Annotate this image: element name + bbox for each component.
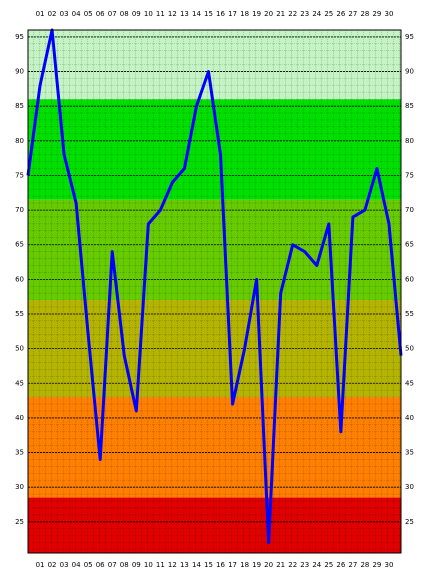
x-tick-label: 02 (48, 10, 57, 18)
x-tick-label: 27 (348, 561, 357, 569)
y-tick-label: 30 (405, 483, 414, 491)
y-tick-label: 55 (405, 310, 414, 318)
y-tick-label: 25 (405, 518, 414, 526)
y-tick-label: 45 (405, 379, 414, 387)
x-tick-label: 04 (72, 561, 81, 569)
x-tick-label: 30 (385, 561, 394, 569)
x-tick-label: 26 (336, 561, 345, 569)
x-tick-label: 13 (180, 561, 189, 569)
data-line (26, 28, 403, 545)
y-tick-label: 35 (405, 449, 414, 457)
y-tick-label: 35 (15, 449, 24, 457)
x-tick-label: 18 (240, 10, 249, 18)
x-tick-label: 23 (300, 561, 309, 569)
x-tick-label: 05 (84, 10, 93, 18)
x-tick-label: 15 (204, 561, 213, 569)
x-tick-label: 11 (156, 10, 165, 18)
x-tick-label: 22 (288, 561, 297, 569)
x-tick-label: 23 (300, 10, 309, 18)
x-tick-label: 24 (312, 10, 321, 18)
x-tick-label: 06 (96, 10, 105, 18)
x-tick-label: 20 (264, 561, 273, 569)
y-tick-label: 45 (15, 379, 24, 387)
y-tick-label: 65 (15, 241, 24, 249)
x-tick-label: 13 (180, 10, 189, 18)
y-tick-label: 75 (15, 171, 24, 179)
x-tick-label: 10 (144, 10, 153, 18)
y-tick-label: 85 (15, 102, 24, 110)
x-tick-label: 21 (276, 561, 285, 569)
x-tick-label: 02 (48, 561, 57, 569)
y-tick-label: 50 (405, 345, 414, 353)
x-tick-label: 20 (264, 10, 273, 18)
x-tick-label: 15 (204, 10, 213, 18)
x-tick-label: 26 (336, 10, 345, 18)
y-tick-label: 85 (405, 102, 414, 110)
x-tick-label: 09 (132, 561, 141, 569)
x-tick-label: 03 (60, 561, 69, 569)
y-tick-label: 80 (15, 137, 24, 145)
y-tick-label: 55 (15, 310, 24, 318)
y-tick-label: 80 (405, 137, 414, 145)
x-tick-label: 09 (132, 10, 141, 18)
x-tick-label: 12 (168, 10, 177, 18)
x-tick-label: 18 (240, 561, 249, 569)
x-tick-label: 30 (385, 10, 394, 18)
y-tick-label: 60 (15, 275, 24, 283)
x-tick-label: 01 (36, 10, 45, 18)
x-tick-label: 19 (252, 561, 261, 569)
x-tick-label: 11 (156, 561, 165, 569)
y-tick-label: 70 (15, 206, 24, 214)
x-tick-label: 29 (372, 561, 381, 569)
y-tick-label: 40 (405, 414, 414, 422)
y-tick-label: 65 (405, 241, 414, 249)
x-tick-label: 05 (84, 561, 93, 569)
y-tick-label: 25 (15, 518, 24, 526)
x-tick-label: 07 (108, 561, 117, 569)
y-tick-label: 90 (405, 68, 414, 76)
x-tick-label: 17 (228, 10, 237, 18)
x-tick-label: 19 (252, 10, 261, 18)
plot-frame (27, 29, 402, 554)
x-tick-label: 03 (60, 10, 69, 18)
y-tick-label: 70 (405, 206, 414, 214)
y-tick-label: 40 (15, 414, 24, 422)
y-tick-label: 50 (15, 345, 24, 353)
x-tick-label: 24 (312, 561, 321, 569)
x-tick-label: 16 (216, 10, 225, 18)
y-tick-label: 75 (405, 171, 414, 179)
x-tick-label: 17 (228, 561, 237, 569)
x-tick-label: 08 (120, 10, 129, 18)
x-tick-label: 28 (360, 561, 369, 569)
x-tick-label: 25 (324, 561, 333, 569)
x-tick-label: 14 (192, 561, 201, 569)
x-tick-label: 14 (192, 10, 201, 18)
x-tick-label: 06 (96, 561, 105, 569)
x-tick-label: 25 (324, 10, 333, 18)
x-tick-label: 10 (144, 561, 153, 569)
y-tick-label: 90 (15, 68, 24, 76)
x-tick-label: 12 (168, 561, 177, 569)
x-tick-label: 04 (72, 10, 81, 18)
y-tick-label: 95 (405, 33, 414, 41)
y-tick-label: 95 (15, 33, 24, 41)
x-tick-label: 29 (372, 10, 381, 18)
y-tick-label: 60 (405, 275, 414, 283)
x-tick-label: 01 (36, 561, 45, 569)
x-tick-label: 16 (216, 561, 225, 569)
x-tick-label: 22 (288, 10, 297, 18)
x-tick-label: 08 (120, 561, 129, 569)
x-tick-label: 21 (276, 10, 285, 18)
y-tick-label: 30 (15, 483, 24, 491)
x-tick-label: 28 (360, 10, 369, 18)
x-tick-label: 27 (348, 10, 357, 18)
x-tick-label: 07 (108, 10, 117, 18)
